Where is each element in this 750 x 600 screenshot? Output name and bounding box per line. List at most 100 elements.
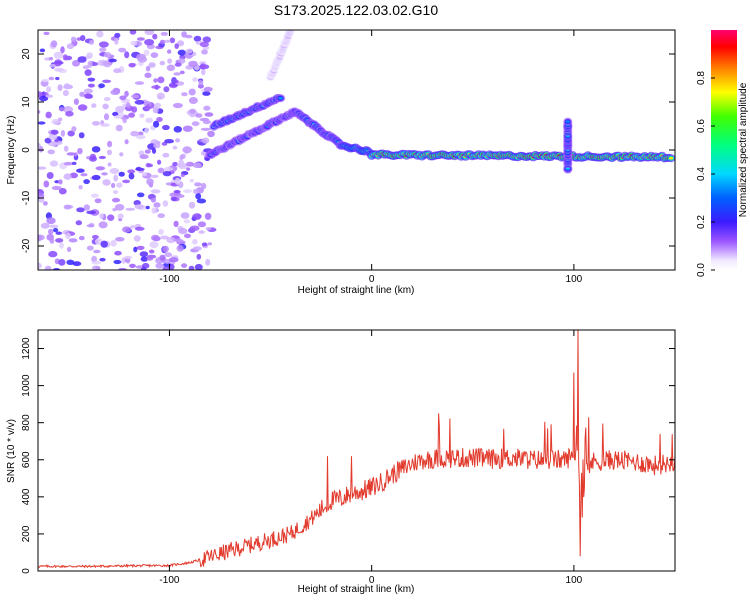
y-tick-label: -10 — [21, 190, 32, 205]
noise-blob — [100, 240, 108, 248]
noise-blob — [188, 97, 198, 104]
y-tick-label: 1000 — [21, 374, 32, 397]
noise-blob — [201, 137, 210, 144]
noise-blob — [39, 95, 49, 102]
noise-blob — [62, 90, 69, 97]
noise-blob — [60, 130, 66, 137]
noise-blob — [48, 228, 54, 235]
x-tick-label: 100 — [566, 575, 583, 586]
noise-blob — [55, 231, 63, 235]
noise-blob — [108, 58, 117, 63]
noise-blob — [69, 172, 79, 179]
noise-blob — [38, 166, 47, 170]
noise-blob — [153, 202, 161, 208]
noise-blob — [53, 51, 64, 59]
noise-blob — [62, 54, 68, 61]
noise-blob — [54, 138, 59, 143]
noise-blob — [202, 91, 211, 96]
noise-blob — [49, 160, 59, 167]
noise-blob — [92, 265, 101, 270]
y-tick-label: 10 — [21, 96, 32, 108]
noise-blob — [78, 132, 85, 139]
noise-blob — [156, 92, 165, 100]
noise-blob — [145, 65, 151, 72]
noise-blob — [140, 267, 147, 270]
noise-blob — [196, 253, 202, 260]
noise-blob — [38, 146, 44, 153]
noise-blob — [157, 159, 162, 165]
spectral-line-core — [278, 96, 283, 100]
noise-blob — [142, 262, 150, 269]
noise-blob — [58, 259, 66, 266]
noise-blob — [112, 190, 119, 195]
noise-blob — [144, 72, 152, 79]
noise-blob — [89, 39, 94, 45]
noise-blob — [53, 228, 59, 233]
noise-blob — [202, 119, 211, 125]
noise-blob — [58, 179, 63, 185]
noise-blob — [58, 188, 67, 195]
noise-blob — [188, 265, 195, 270]
noise-blob — [57, 84, 63, 91]
y-tick-label: 0 — [21, 147, 32, 153]
noise-blob — [110, 89, 120, 95]
noise-blob — [63, 204, 72, 210]
noise-blob — [192, 213, 202, 220]
noise-blob — [185, 48, 193, 54]
noise-blob — [45, 94, 54, 98]
noise-blob — [162, 266, 169, 270]
noise-blob — [139, 154, 149, 160]
noise-blob — [114, 37, 119, 45]
noise-blob — [151, 234, 160, 241]
noise-blob — [114, 203, 125, 211]
noise-blob — [175, 138, 181, 143]
noise-blob — [178, 228, 188, 235]
noise-blob — [77, 104, 88, 111]
noise-blob — [176, 245, 184, 252]
noise-blob — [136, 245, 145, 250]
noise-blob — [107, 140, 113, 148]
noise-blob — [83, 88, 93, 94]
noise-blob — [65, 111, 74, 117]
noise-blob — [124, 139, 129, 145]
noise-blob — [75, 220, 83, 226]
y-tick-label: 0 — [21, 568, 32, 574]
colorbar-tick-label: 0.6 — [696, 119, 707, 133]
noise-blob — [150, 174, 159, 178]
noise-blob — [205, 227, 212, 231]
noise-blob — [115, 105, 125, 113]
noise-blob — [103, 52, 112, 58]
noise-blob — [98, 155, 106, 160]
noise-blob — [150, 52, 159, 58]
noise-blob — [189, 108, 197, 114]
noise-blob — [188, 88, 196, 96]
y-tick-label: 20 — [21, 48, 32, 60]
noise-blob — [76, 207, 85, 213]
noise-blob — [173, 220, 179, 228]
noise-blob — [72, 60, 80, 67]
noise-blob — [194, 182, 202, 187]
noise-blob — [49, 56, 54, 61]
noise-blob — [114, 250, 122, 256]
noise-blob — [196, 198, 207, 204]
noise-blob — [87, 83, 95, 88]
noise-blob — [192, 77, 198, 82]
noise-blob — [207, 130, 215, 138]
noise-blob — [125, 102, 131, 109]
noise-blob — [83, 204, 91, 211]
noise-blob — [101, 172, 108, 176]
noise-blob — [144, 149, 151, 154]
noise-blob — [139, 251, 149, 257]
noise-blob — [136, 134, 146, 140]
noise-blob — [83, 179, 90, 185]
noise-blob — [63, 145, 69, 152]
noise-blob — [124, 51, 130, 59]
noise-blob — [173, 190, 181, 194]
noise-blob — [177, 49, 186, 56]
noise-blob — [58, 117, 63, 122]
noise-blob — [186, 167, 191, 171]
noise-blob — [160, 31, 168, 36]
noise-blob — [172, 102, 183, 109]
noise-blob — [43, 201, 48, 206]
